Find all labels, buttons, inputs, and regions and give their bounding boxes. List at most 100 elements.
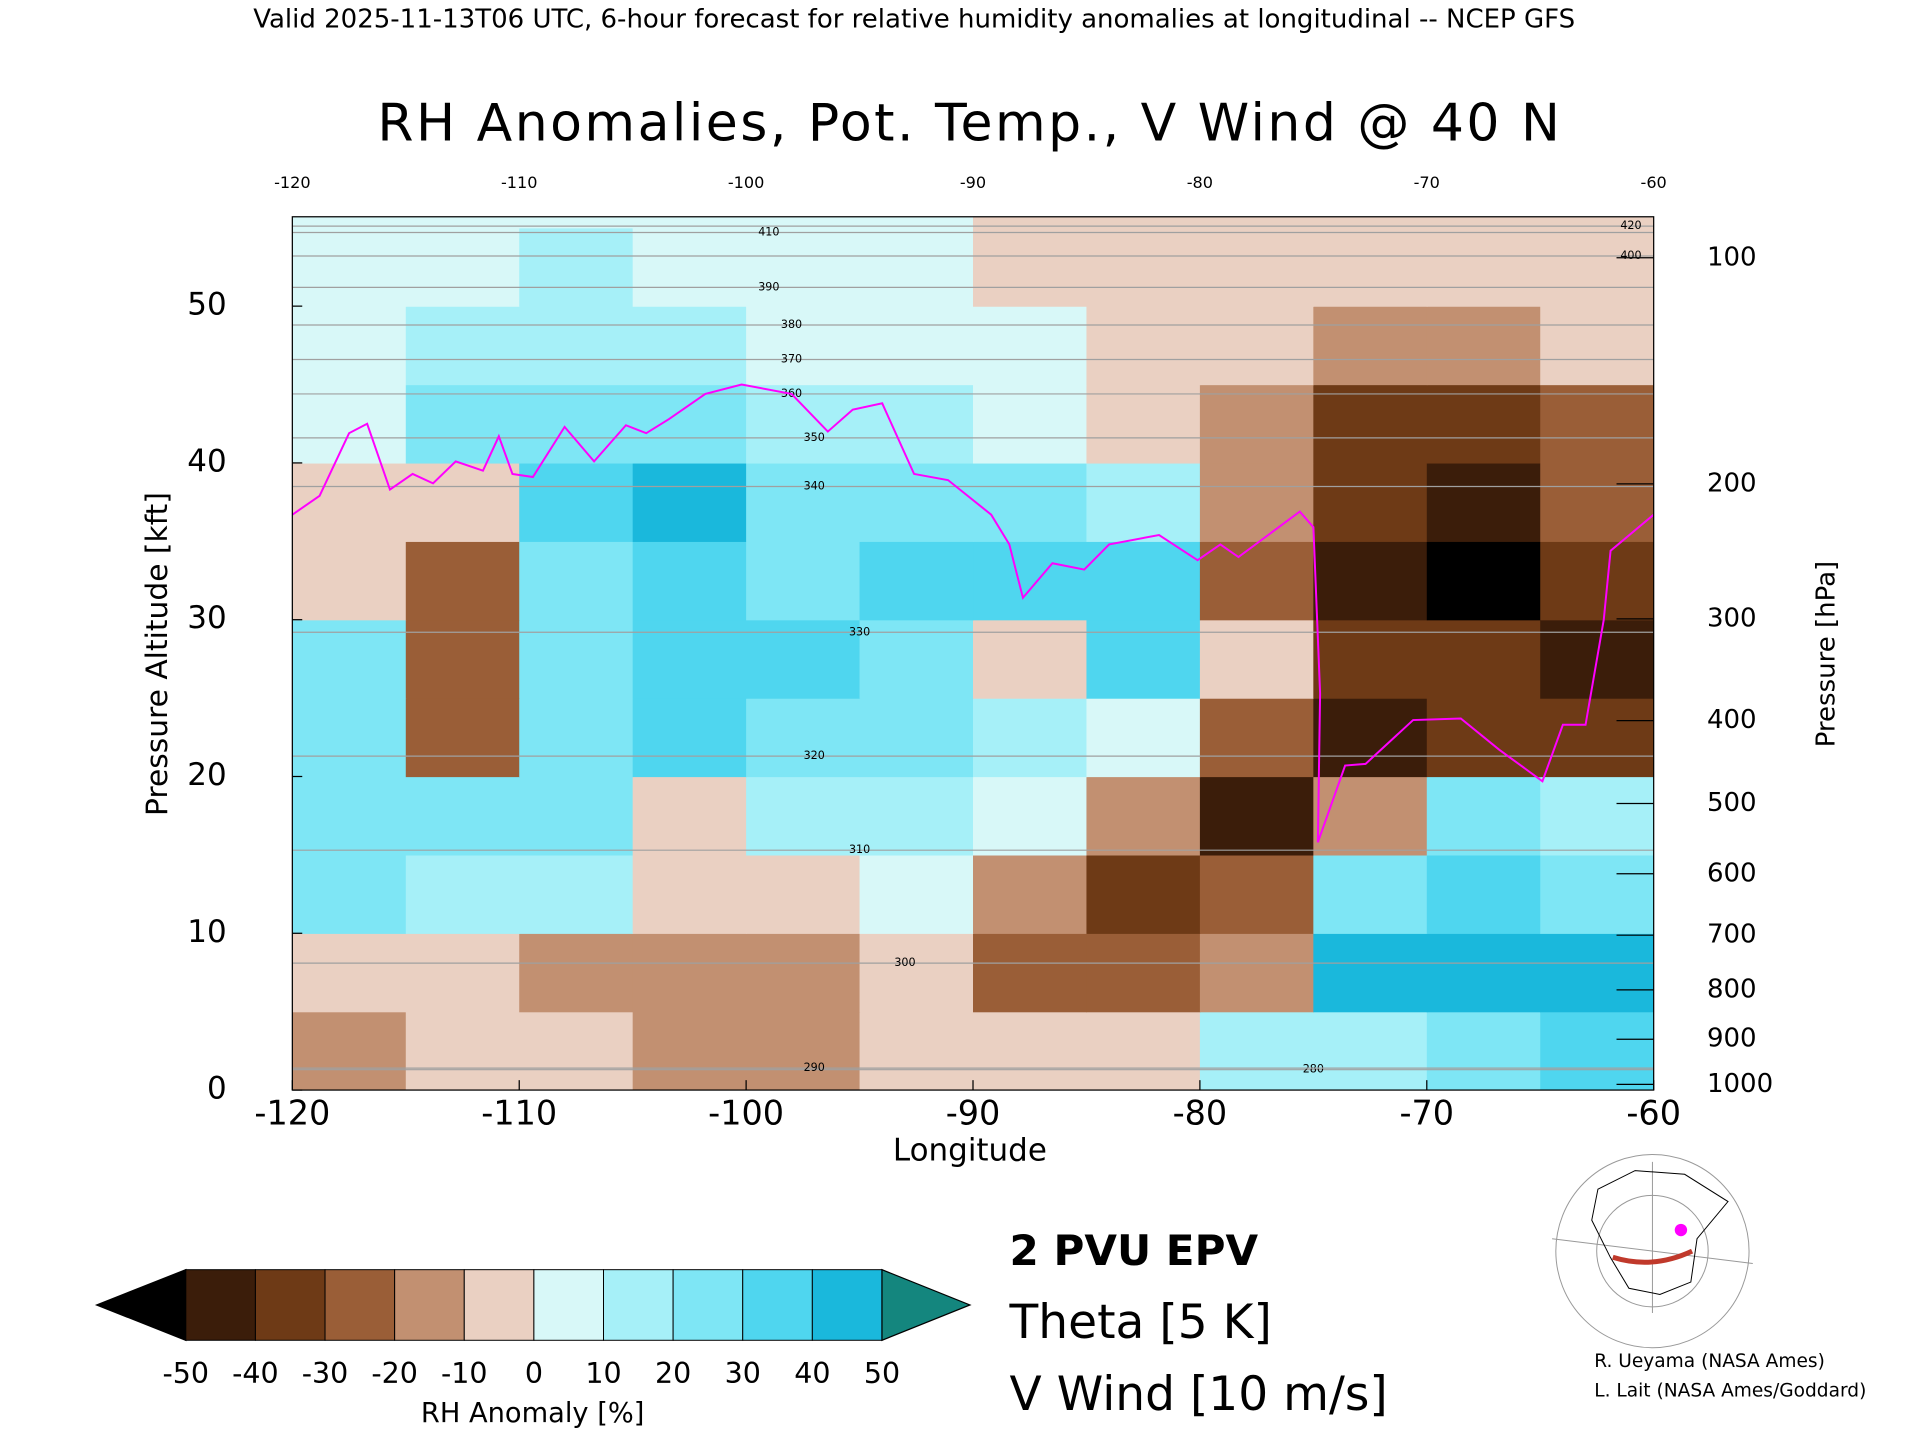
x-tick-label: -110: [481, 1093, 557, 1132]
rh-cell: [1313, 854, 1428, 934]
colorbar-tick-label: -50: [163, 1357, 210, 1390]
rh-cell: [746, 619, 861, 699]
rh-cell: [973, 698, 1088, 778]
rh-cell: [973, 306, 1088, 386]
colorbar-box: [185, 1269, 256, 1341]
y2-tick-label: 800: [1707, 974, 1757, 1004]
y2-axis-label: Pressure [hPa]: [1812, 561, 1842, 748]
theta-label: 340: [804, 479, 825, 492]
rh-cell: [973, 384, 1088, 464]
colorbar-over: [881, 1268, 972, 1342]
x-tick-label: -90: [946, 1093, 1001, 1132]
rh-cell: [1313, 306, 1428, 386]
rh-cell: [1199, 619, 1314, 699]
rh-cell: [1086, 306, 1201, 386]
rh-cell: [1426, 462, 1541, 542]
rh-cell: [859, 462, 974, 542]
y-tick-label: 30: [187, 600, 226, 636]
theta-label: 310: [849, 843, 870, 856]
rh-cell: [1313, 227, 1428, 307]
theta-label: 350: [804, 431, 825, 444]
legend-theta: Theta [5 K]: [1009, 1295, 1272, 1350]
rh-cell: [859, 227, 974, 307]
colorbar-box: [603, 1269, 674, 1341]
colorbar-box: [324, 1269, 396, 1341]
rh-cell: [1313, 776, 1428, 856]
map-dot: [1674, 1223, 1688, 1237]
rh-cell: [973, 776, 1088, 856]
rh-field: [292, 216, 1654, 1091]
rh-cell: [746, 541, 861, 621]
rh-cell: [1313, 216, 1428, 229]
rh-cell: [1086, 227, 1201, 307]
theta-label: 420: [1620, 219, 1641, 232]
map-meridian: [1552, 1238, 1753, 1264]
rh-cell: [519, 854, 634, 934]
rh-cell: [632, 227, 747, 307]
rh-cell: [1313, 541, 1428, 621]
rh-cell: [1199, 462, 1314, 542]
rh-cell: [405, 216, 520, 229]
rh-cell: [1086, 541, 1201, 621]
rh-cell: [1540, 384, 1654, 464]
rh-cell: [1313, 619, 1428, 699]
rh-cell: [632, 698, 747, 778]
rh-cell: [1199, 541, 1314, 621]
rh-cell: [1426, 619, 1541, 699]
rh-cell: [519, 216, 634, 229]
y2-tick-label: 400: [1707, 705, 1757, 735]
rh-cell: [292, 854, 407, 934]
rh-cell: [973, 541, 1088, 621]
rh-cell: [1540, 216, 1654, 229]
colorbar-tick-label: 0: [525, 1357, 543, 1390]
x-tick-label: -120: [254, 1093, 330, 1132]
rh-cell: [1426, 1011, 1541, 1091]
rh-cell: [859, 619, 974, 699]
rh-cell: [859, 698, 974, 778]
rh-cell: [405, 227, 520, 307]
theta-label: 290: [804, 1061, 825, 1074]
theta-label: 280: [1303, 1063, 1324, 1076]
rh-cell: [746, 698, 861, 778]
colorbar-tick-label: -30: [302, 1357, 349, 1390]
rh-cell: [859, 216, 974, 229]
rh-cell: [746, 216, 861, 229]
rh-cell: [1199, 933, 1314, 1013]
top-tick-label: -90: [960, 173, 986, 192]
pv-line: [292, 383, 1654, 843]
rh-cell: [1426, 227, 1541, 307]
rh-cell: [632, 306, 747, 386]
colorbar-box: [742, 1269, 813, 1341]
top-tick-label: -100: [728, 173, 765, 192]
chart-title: RH Anomalies, Pot. Temp., V Wind @ 40 N: [377, 93, 1562, 153]
y-tick-label: 10: [187, 914, 226, 950]
rh-cell: [973, 619, 1088, 699]
rh-cell: [405, 619, 520, 699]
rh-cell: [292, 698, 407, 778]
rh-cell: [632, 216, 747, 229]
rh-cell: [1199, 854, 1314, 934]
y2-tick-label: 100: [1707, 242, 1757, 272]
rh-cell: [1199, 1011, 1314, 1091]
legend-pv: 2 PVU EPV: [1010, 1226, 1259, 1275]
rh-cell: [292, 227, 407, 307]
credit: L. Lait (NASA Ames/Goddard): [1594, 1381, 1866, 1402]
rh-cell: [1086, 933, 1201, 1013]
rh-cell: [1426, 933, 1541, 1013]
rh-cell: [746, 776, 861, 856]
rh-cell: [1199, 698, 1314, 778]
rh-cell: [973, 227, 1088, 307]
rh-cell: [1426, 541, 1541, 621]
rh-cell: [405, 933, 520, 1013]
rh-cell: [1540, 462, 1654, 542]
rh-cell: [1540, 933, 1654, 1013]
rh-cell: [405, 776, 520, 856]
colorbar-box: [811, 1269, 883, 1341]
theta-label: 320: [804, 749, 825, 762]
rh-cell: [1086, 854, 1201, 934]
rh-cell: [292, 776, 407, 856]
rh-cell: [292, 1011, 407, 1091]
rh-cell: [519, 933, 634, 1013]
rh-cell: [519, 1011, 634, 1091]
top-tick-label: -120: [274, 173, 311, 192]
